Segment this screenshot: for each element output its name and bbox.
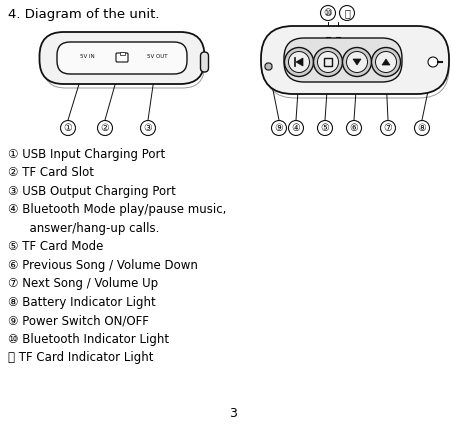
FancyBboxPatch shape: [265, 63, 272, 70]
Polygon shape: [353, 59, 361, 65]
FancyBboxPatch shape: [261, 26, 449, 94]
Text: ①: ①: [64, 123, 72, 133]
Circle shape: [381, 121, 396, 135]
Text: ⑦: ⑦: [383, 123, 392, 133]
Circle shape: [347, 52, 368, 72]
Text: ⑩: ⑩: [324, 8, 333, 18]
FancyBboxPatch shape: [200, 52, 208, 72]
Text: ③ USB Output Charging Port: ③ USB Output Charging Port: [8, 185, 176, 198]
Text: ⑥: ⑥: [350, 123, 358, 133]
Text: ③: ③: [144, 123, 152, 133]
Text: 4. Diagram of the unit.: 4. Diagram of the unit.: [8, 8, 160, 21]
FancyBboxPatch shape: [40, 32, 205, 84]
Polygon shape: [296, 58, 303, 66]
Text: ⑤ TF Card Mode: ⑤ TF Card Mode: [8, 241, 103, 253]
Circle shape: [347, 121, 361, 135]
Text: ① USB Input Charging Port: ① USB Input Charging Port: [8, 148, 165, 161]
Circle shape: [320, 6, 335, 20]
Text: ⑥ Previous Song / Volume Down: ⑥ Previous Song / Volume Down: [8, 259, 198, 272]
Text: ⑦ Next Song / Volume Up: ⑦ Next Song / Volume Up: [8, 277, 158, 291]
Text: 3: 3: [229, 407, 237, 420]
Text: answer/hang-up calls.: answer/hang-up calls.: [22, 222, 159, 235]
FancyBboxPatch shape: [116, 53, 128, 62]
Circle shape: [284, 48, 313, 77]
Circle shape: [61, 121, 76, 135]
Circle shape: [271, 121, 286, 135]
Text: 5V OUT: 5V OUT: [147, 55, 167, 60]
Text: ④ Bluetooth Mode play/pause music,: ④ Bluetooth Mode play/pause music,: [8, 204, 226, 216]
Polygon shape: [382, 59, 390, 65]
Bar: [120, 52, 125, 55]
Circle shape: [340, 6, 354, 20]
Text: ⑨: ⑨: [275, 123, 283, 133]
Text: ⑩ Bluetooth Indicator Light: ⑩ Bluetooth Indicator Light: [8, 333, 169, 346]
Text: ⑪ TF Card Indicator Light: ⑪ TF Card Indicator Light: [8, 351, 154, 365]
Circle shape: [313, 48, 342, 77]
FancyBboxPatch shape: [284, 38, 402, 82]
Circle shape: [415, 121, 430, 135]
Text: ② TF Card Slot: ② TF Card Slot: [8, 167, 94, 179]
Circle shape: [141, 121, 156, 135]
Text: ⑧ Battery Indicator Light: ⑧ Battery Indicator Light: [8, 296, 156, 309]
Circle shape: [318, 52, 339, 72]
Text: ⑪: ⑪: [344, 8, 350, 18]
Circle shape: [98, 121, 113, 135]
Circle shape: [318, 121, 333, 135]
Circle shape: [289, 52, 310, 72]
Circle shape: [342, 48, 372, 77]
FancyBboxPatch shape: [57, 42, 187, 74]
Circle shape: [428, 57, 438, 67]
Text: ⑧: ⑧: [417, 123, 426, 133]
Circle shape: [372, 48, 401, 77]
Bar: [324, 58, 332, 66]
Circle shape: [375, 52, 396, 72]
Text: ⑤: ⑤: [321, 123, 329, 133]
Circle shape: [289, 121, 304, 135]
Text: ②: ②: [100, 123, 109, 133]
Text: ④: ④: [291, 123, 300, 133]
Text: ⑨ Power Switch ON/OFF: ⑨ Power Switch ON/OFF: [8, 314, 149, 328]
Text: 5V IN: 5V IN: [80, 55, 94, 60]
